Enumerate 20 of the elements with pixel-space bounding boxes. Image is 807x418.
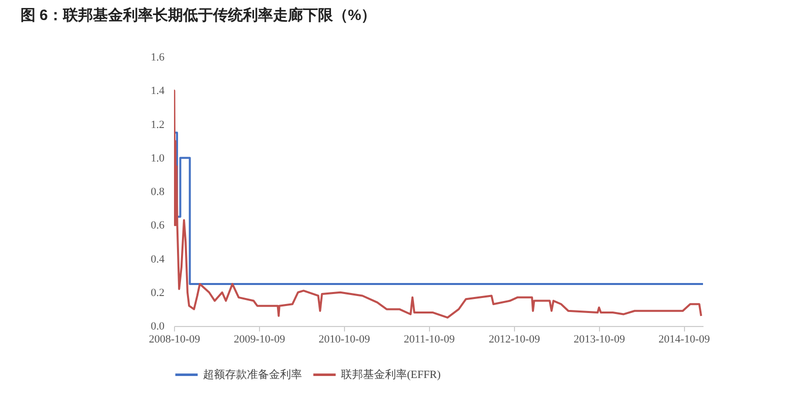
- x-tick-label: 2008-10-09: [148, 334, 201, 346]
- y-tick-label: 0.4: [150, 253, 165, 266]
- x-tick-label: 2012-10-09: [488, 334, 541, 346]
- x-tick-label: 2009-10-09: [234, 334, 286, 346]
- x-tick-label: 2013-10-09: [574, 334, 626, 346]
- y-tick-label: 0.8: [150, 186, 165, 198]
- y-tick-label: 0.0: [150, 320, 165, 332]
- legend-label: 联邦基金利率(EFFR): [341, 368, 441, 381]
- y-tick-label: 0.2: [150, 286, 164, 299]
- y-tick-label: 1.0: [150, 152, 165, 164]
- y-tick-label: 1.4: [150, 85, 165, 98]
- legend-label: 超额存款准备金利率: [203, 368, 302, 381]
- x-tick-label: 2014-10-09: [658, 334, 710, 346]
- y-tick-label: 1.2: [150, 118, 164, 131]
- line-series: [174, 90, 702, 319]
- x-tick-label: 2011-10-09: [404, 334, 456, 346]
- y-tick-label: 0.6: [150, 220, 165, 232]
- x-tick-label: 2010-10-09: [318, 334, 370, 346]
- chart-title: 图 6：联邦基金利率长期低于传统利率走廊下限（%）: [20, 6, 376, 24]
- y-tick-label: 1.6: [150, 52, 165, 64]
